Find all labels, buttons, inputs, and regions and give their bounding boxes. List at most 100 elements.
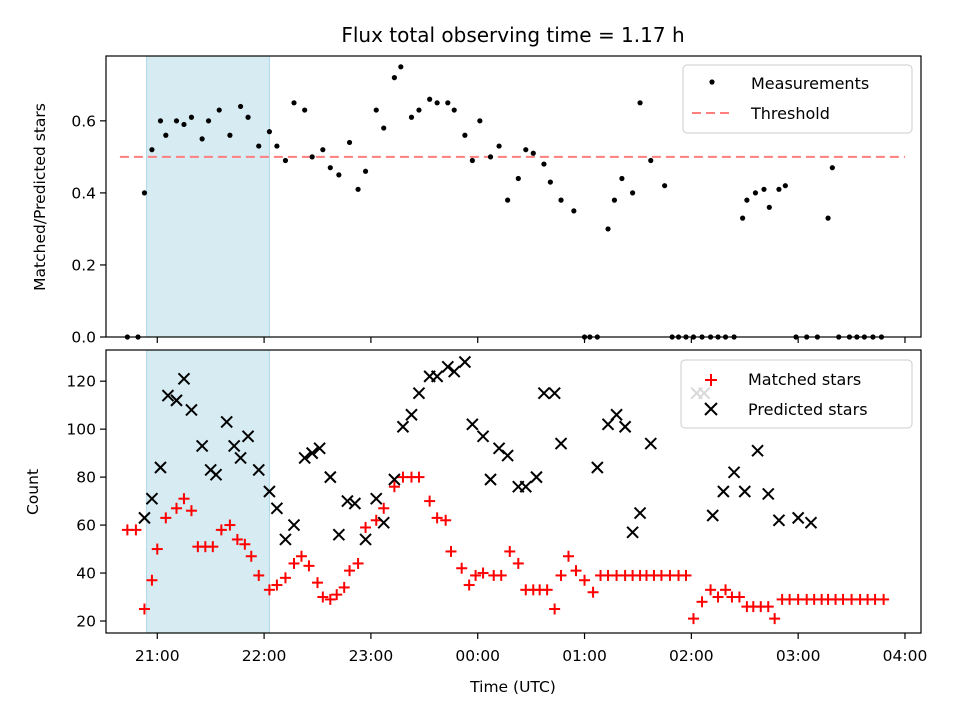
predicted-star-point: [220, 415, 233, 429]
measurement-point: [199, 136, 205, 142]
predicted-star-point: [388, 473, 401, 486]
matched-star-point: [245, 550, 257, 562]
matched-star-point: [456, 562, 468, 574]
predicted-star-point: [287, 518, 301, 532]
predicted-star-point: [430, 370, 444, 383]
predicted-star-point: [548, 386, 561, 400]
measurement-point: [227, 132, 233, 138]
predicted-star-point: [706, 509, 719, 522]
legend-measurements-marker: [709, 79, 715, 85]
matched-star-point: [555, 569, 567, 581]
matched-star-point: [563, 550, 575, 562]
predicted-star-point: [185, 403, 198, 417]
predicted-star-point: [738, 485, 751, 498]
matched-star-point: [388, 481, 400, 493]
measurement-point: [505, 197, 511, 203]
matched-star-point: [720, 584, 732, 596]
top-y-tick-label: 0.6: [71, 112, 96, 130]
legend-measurements-label: Measurements: [751, 74, 869, 93]
measurement-point: [462, 132, 468, 138]
matched-star-point: [712, 591, 724, 603]
matched-star-point: [160, 512, 172, 524]
predicted-star-point: [618, 420, 632, 433]
matched-star-point: [324, 593, 336, 605]
predicted-star-point: [234, 451, 247, 465]
top-y-axis-label: Matched/Predicted stars: [31, 103, 49, 291]
matched-star-point: [215, 524, 227, 536]
matched-star-point: [705, 584, 717, 596]
measurement-point: [496, 143, 502, 149]
matched-star-point: [311, 577, 323, 589]
measurement-point: [648, 157, 654, 164]
measurement-point: [266, 129, 273, 135]
matched-star-point: [185, 505, 197, 517]
predicted-star-point: [762, 487, 775, 501]
matched-star-point: [317, 591, 329, 603]
predicted-star-point: [370, 492, 383, 505]
bottom-y-tick-label: 40: [76, 565, 96, 583]
top-y-tick-label: 0.2: [71, 256, 96, 274]
matched-star-point: [253, 569, 265, 581]
predicted-star-point: [298, 451, 311, 465]
predicted-star-point: [405, 408, 418, 421]
measurement-point: [309, 154, 315, 160]
predicted-star-point: [279, 533, 292, 546]
predicted-star-point: [804, 516, 818, 529]
predicted-star-point: [209, 468, 223, 481]
measurement-point: [373, 107, 379, 113]
matched-star-point: [878, 593, 890, 605]
measurement-point: [181, 121, 187, 128]
legend-predicted-marker: [704, 402, 718, 416]
bottom-y-tick-label: 60: [76, 517, 96, 535]
measurement-point: [205, 118, 212, 124]
measurement-point: [782, 183, 788, 189]
bottom-x-tick-label: 21:00: [135, 647, 180, 665]
measurement-point: [530, 150, 536, 156]
predicted-stars-points: [138, 355, 818, 546]
measurement-point: [752, 190, 759, 196]
matched-star-point: [769, 613, 781, 625]
measurement-point: [629, 190, 636, 196]
predicted-star-point: [717, 485, 730, 498]
predicted-star-point: [476, 430, 490, 443]
predicted-star-point: [145, 492, 159, 505]
measurement-point: [541, 161, 547, 167]
matched-star-point: [239, 538, 251, 550]
matched-star-point: [279, 572, 291, 584]
matched-star-point: [762, 601, 774, 613]
measurement-point: [362, 168, 369, 174]
bottom-x-ticks: 21:00 22:00 23:00 00:00 01:00 02:00 03:00 04:00: [135, 633, 927, 665]
measurement-point: [477, 118, 483, 124]
matched-star-point: [207, 541, 219, 553]
measurement-point: [237, 103, 244, 110]
predicted-star-point: [751, 444, 764, 457]
matched-star-point: [696, 596, 708, 608]
matched-star-point: [477, 567, 489, 579]
predicted-star-point: [633, 506, 647, 520]
matched-star-point: [413, 471, 425, 483]
measurement-point: [445, 100, 451, 106]
bottom-y-tick-label: 120: [66, 373, 96, 391]
measurement-point: [740, 215, 746, 221]
matched-star-point: [338, 581, 350, 593]
bottom-x-tick-label: 04:00: [883, 647, 928, 665]
measurement-point: [391, 75, 398, 81]
bottom-x-tick-label: 22:00: [242, 647, 287, 665]
predicted-star-point: [270, 502, 284, 515]
measurement-point: [355, 186, 361, 192]
measurement-point: [761, 186, 767, 192]
bottom-legend-box: [680, 359, 913, 429]
measurement-point: [434, 100, 440, 106]
predicted-star-point: [458, 355, 472, 369]
top-x-ticks: [156, 337, 906, 343]
measurement-point: [766, 204, 772, 210]
top-y-ticks: 0.0 0.2 0.4 0.6: [71, 112, 106, 347]
matched-star-point: [687, 613, 699, 625]
predicted-star-point: [591, 461, 604, 474]
matched-star-point: [579, 574, 591, 586]
matched-star-point: [549, 603, 561, 615]
measurement-point: [163, 132, 169, 138]
matched-star-point: [224, 519, 236, 531]
measurement-point: [515, 175, 521, 182]
predicted-star-point: [305, 446, 319, 460]
